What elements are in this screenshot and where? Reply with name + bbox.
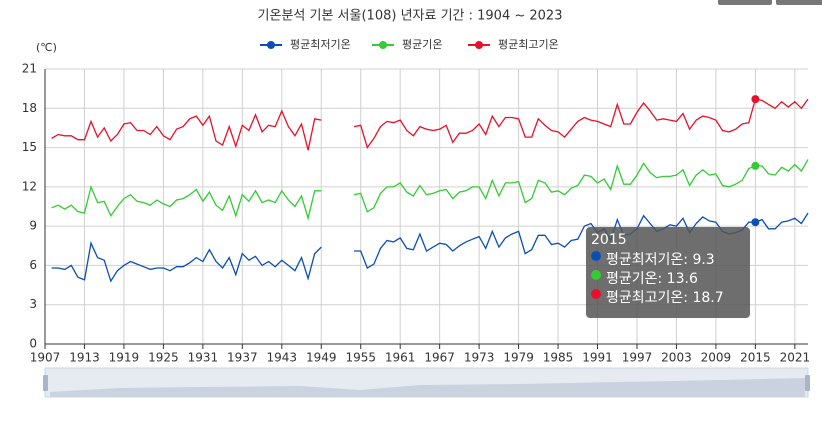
x-tick-label: 1931 (188, 351, 219, 365)
x-tick-label: 2003 (661, 351, 692, 365)
x-tick-label: 1997 (622, 351, 653, 365)
series-line (51, 98, 809, 151)
highlight-point (751, 161, 760, 170)
highlight-point (751, 95, 760, 104)
x-tick-label: 1943 (267, 351, 298, 365)
zoom-handle[interactable] (805, 375, 810, 391)
legend-marker (379, 41, 387, 49)
x-tick-label: 1973 (464, 351, 495, 365)
legend-label: 평균기온 (402, 38, 442, 51)
y-axis-unit: (℃) (36, 41, 57, 54)
x-tick-label: 2009 (701, 351, 732, 365)
tooltip-marker (591, 251, 601, 261)
toolbar-button[interactable] (776, 0, 822, 5)
zoom-preview (50, 378, 805, 397)
y-tick-label: 15 (22, 140, 37, 154)
x-tick-label: 1955 (345, 351, 376, 365)
x-tick-label: 1949 (306, 351, 337, 365)
tooltip-box (586, 227, 750, 318)
y-tick-label: 18 (22, 101, 37, 115)
legend-label: 평균최저기온 (290, 38, 351, 51)
x-tick-label: 1937 (227, 351, 258, 365)
y-tick-label: 0 (29, 337, 37, 351)
x-tick-label: 1985 (543, 351, 574, 365)
x-tick-label: 1913 (69, 351, 100, 365)
y-tick-label: 21 (22, 62, 37, 76)
x-tick-label: 1925 (148, 351, 179, 365)
toolbar-button[interactable] (718, 0, 772, 5)
tooltip-item: 평균최저기온: 9.3 (606, 252, 715, 268)
x-tick-label: 1907 (30, 351, 61, 365)
x-tick-label: 1991 (582, 351, 613, 365)
y-tick-label: 12 (22, 179, 37, 193)
chart-title: 기온분석 기본 서울(108) 년자료 기간 : 1904 ~ 2023 (258, 9, 563, 24)
legend-marker (267, 41, 275, 49)
y-tick-label: 9 (29, 219, 37, 233)
y-tick-label: 6 (29, 258, 37, 272)
x-tick-label: 2021 (780, 351, 811, 365)
data-zoom[interactable] (43, 367, 810, 398)
legend-label: 평균최고기온 (498, 38, 559, 51)
series-line (51, 159, 809, 221)
tooltip-marker (591, 289, 601, 299)
highlight-point (751, 218, 760, 227)
x-tick-label: 2015 (740, 351, 771, 365)
x-tick-label: 1961 (385, 351, 416, 365)
tooltip-item: 평균최고기온: 18.7 (606, 290, 724, 306)
x-tick-label: 1919 (109, 351, 140, 365)
x-tick-label: 1979 (503, 351, 534, 365)
tooltip-item: 평균기온: 13.6 (606, 271, 698, 287)
tooltip-marker (591, 270, 601, 280)
zoom-handle[interactable] (43, 375, 48, 391)
tooltip-title: 2015 (591, 232, 627, 248)
legend-marker (475, 41, 483, 49)
x-tick-label: 1967 (424, 351, 455, 365)
y-tick-label: 3 (29, 297, 37, 311)
